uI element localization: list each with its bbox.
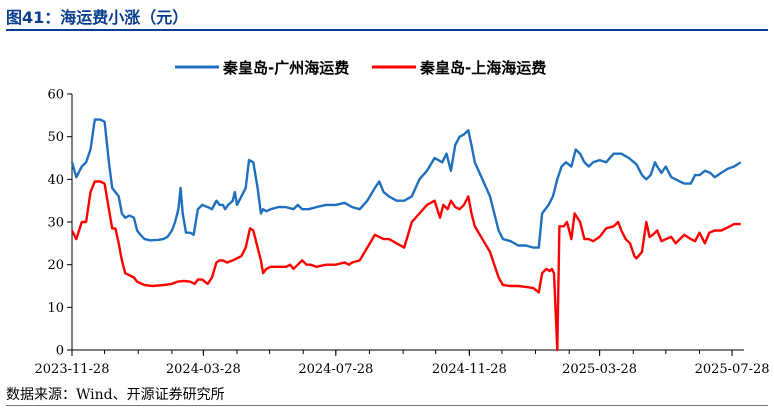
source-note: 数据来源：Wind、开源证券研究所 — [6, 387, 225, 403]
legend: 秦皇岛-广州海运费 秦皇岛-上海海运费 — [175, 59, 546, 77]
figure-title: 图41：海运费小涨（元） — [6, 8, 189, 27]
y-tick-label: 60 — [47, 88, 64, 103]
y-tick-label: 50 — [47, 130, 64, 145]
x-tick-label: 2025-03-28 — [562, 362, 637, 377]
x-tick-label: 2023-11-28 — [35, 362, 110, 377]
legend-label-shanghai: 秦皇岛-上海海运费 — [419, 59, 546, 77]
x-tick-label: 2025-07-28 — [695, 362, 770, 377]
x-tick-label: 2024-07-28 — [298, 362, 373, 377]
y-tick-label: 20 — [47, 258, 64, 273]
x-axis: 2023-11-28 2024-03-28 2024-07-28 2024-11-28… — [35, 349, 770, 377]
plot-lines — [70, 118, 742, 352]
y-axis: 0 10 20 30 40 50 60 — [47, 88, 73, 359]
x-tick-label: 2024-03-28 — [166, 362, 241, 377]
y-tick-label: 10 — [47, 301, 64, 316]
series-line-guangzhou — [70, 118, 742, 249]
y-tick-label: 40 — [47, 173, 64, 188]
y-tick-label: 0 — [56, 344, 64, 359]
y-tick-label: 30 — [47, 216, 64, 231]
legend-label-guangzhou: 秦皇岛-广州海运费 — [222, 59, 349, 77]
footer-rule — [6, 405, 768, 406]
series-line-shanghai — [70, 180, 741, 352]
title-rule — [6, 29, 768, 31]
x-tick-label: 2024-11-28 — [432, 362, 507, 377]
